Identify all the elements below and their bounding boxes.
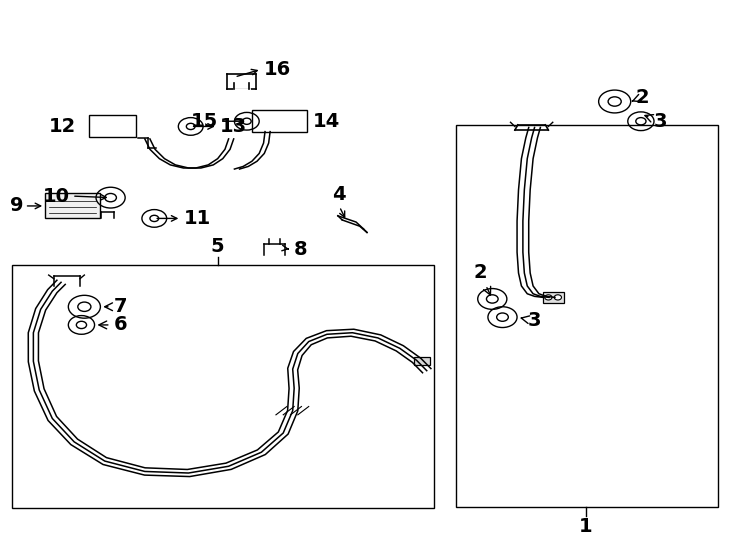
Text: 6: 6 xyxy=(99,315,127,334)
Text: 13: 13 xyxy=(220,117,247,136)
Bar xyxy=(45,193,100,218)
Circle shape xyxy=(545,295,552,300)
Bar xyxy=(456,125,718,507)
Text: 7: 7 xyxy=(105,297,127,316)
Text: 12: 12 xyxy=(48,117,76,136)
Circle shape xyxy=(554,295,562,300)
Bar xyxy=(252,110,307,132)
Text: 2: 2 xyxy=(632,88,649,107)
Text: 10: 10 xyxy=(43,186,70,206)
Text: 3: 3 xyxy=(521,311,541,330)
Text: 3: 3 xyxy=(645,112,666,131)
Bar xyxy=(12,265,434,508)
Text: 15: 15 xyxy=(190,112,218,131)
Text: 5: 5 xyxy=(211,238,225,256)
Bar xyxy=(89,115,136,137)
Bar xyxy=(414,357,429,366)
Text: 16: 16 xyxy=(264,60,291,79)
Bar xyxy=(543,292,564,303)
Text: 2: 2 xyxy=(473,264,490,295)
Text: 9: 9 xyxy=(10,197,23,215)
Text: 11: 11 xyxy=(184,209,211,228)
Text: 4: 4 xyxy=(333,185,346,204)
Text: 1: 1 xyxy=(578,517,592,536)
Text: 8: 8 xyxy=(294,240,308,259)
Text: 14: 14 xyxy=(313,112,340,131)
